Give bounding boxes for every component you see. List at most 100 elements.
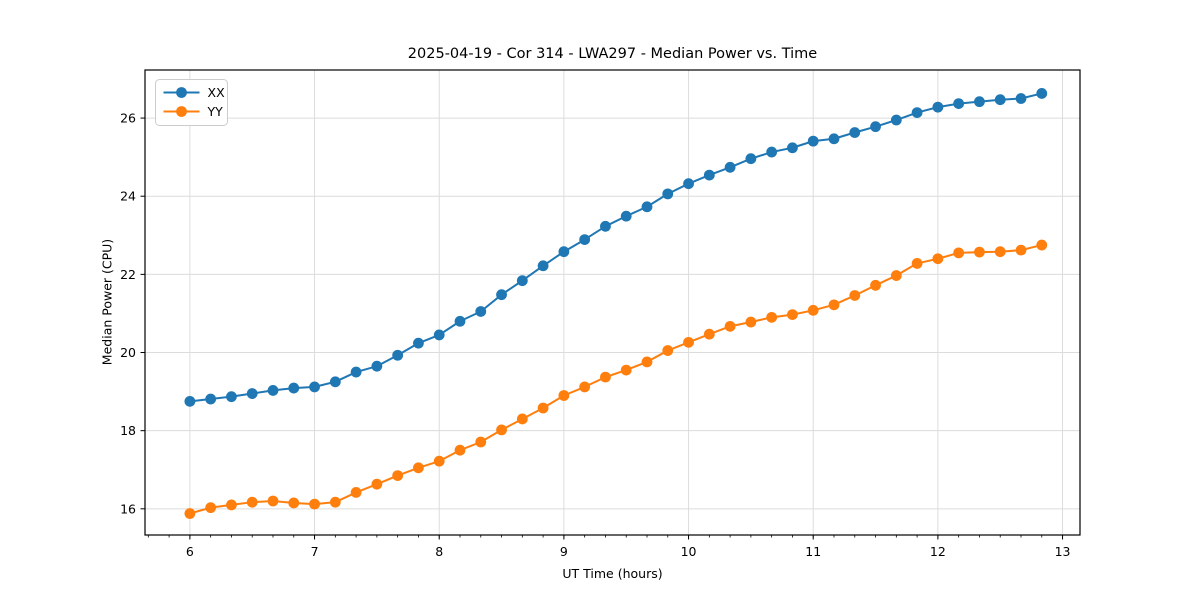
series-yy-marker xyxy=(974,246,985,258)
series-yy-marker xyxy=(1015,244,1027,256)
series-xx-marker xyxy=(911,107,923,118)
series-yy-marker xyxy=(807,304,819,316)
series-xx-marker xyxy=(184,395,196,407)
series-xx-marker xyxy=(267,385,279,396)
series-yy-marker xyxy=(475,436,487,448)
series-yy-marker xyxy=(932,253,944,265)
series-xx-marker xyxy=(579,234,591,245)
series-xx-marker xyxy=(662,188,674,200)
series-yy-marker xyxy=(787,309,798,321)
plot-frame xyxy=(144,69,1081,536)
series-xx-marker xyxy=(246,388,258,399)
legend xyxy=(155,79,228,126)
series-yy-marker xyxy=(1036,239,1048,251)
x-tick-label: 11 xyxy=(805,544,821,559)
y-tick-label: 24 xyxy=(120,189,136,204)
series-xx-marker xyxy=(1015,93,1027,104)
series-xx-marker xyxy=(849,127,861,138)
series-xx-marker xyxy=(205,393,217,405)
series-yy-marker xyxy=(849,290,861,301)
series-xx-marker xyxy=(703,169,715,181)
legend-label-yy: YY xyxy=(207,104,224,119)
x-tick-label: 9 xyxy=(560,544,568,559)
series-xx-marker xyxy=(932,101,944,113)
series-yy-marker xyxy=(516,413,528,425)
series-yy-marker xyxy=(600,371,611,383)
x-tick-label: 6 xyxy=(186,544,194,559)
plot-background xyxy=(145,70,1080,535)
series-yy-marker xyxy=(454,444,466,456)
series-xx-marker xyxy=(724,161,736,173)
series-xx-marker xyxy=(683,178,694,190)
series-xx-marker xyxy=(496,289,507,301)
series-xx-marker xyxy=(994,94,1006,106)
y-tick-label: 16 xyxy=(120,501,136,516)
series-xx-marker xyxy=(392,349,404,361)
series-yy-marker xyxy=(890,270,902,281)
chart-title: 2025-04-19 - Cor 314 - LWA297 - Median P… xyxy=(407,46,818,62)
series-yy-marker xyxy=(371,478,383,490)
series-yy-marker xyxy=(724,320,736,332)
series-yy-marker xyxy=(579,381,591,393)
x-axis-label: UT Time (hours) xyxy=(562,566,663,581)
series-yy-marker xyxy=(350,487,362,498)
series-xx-marker xyxy=(433,329,445,341)
x-tick-label: 7 xyxy=(311,544,319,559)
series-yy-marker xyxy=(953,247,965,259)
series-yy-marker xyxy=(766,311,778,323)
series-xx-marker xyxy=(953,98,965,110)
series-xx-marker xyxy=(558,246,570,258)
series-xx-marker xyxy=(620,210,632,222)
y-axis-label: Median Power (CPU) xyxy=(99,238,115,366)
series-xx-marker xyxy=(475,306,487,317)
series-yy-marker xyxy=(994,246,1006,258)
series-xx-marker xyxy=(600,220,611,232)
series-xx-marker xyxy=(371,360,383,372)
series-yy-marker xyxy=(683,336,694,348)
series-yy-marker xyxy=(870,279,881,291)
series-xx-marker xyxy=(766,146,778,158)
y-tick-label: 22 xyxy=(120,267,136,282)
series-yy-marker xyxy=(911,258,923,269)
series-yy-marker xyxy=(205,502,217,514)
series-yy-marker xyxy=(288,497,300,509)
y-tick-label: 26 xyxy=(120,111,136,126)
series-xx-marker xyxy=(288,382,300,394)
series-yy-marker xyxy=(246,496,258,508)
series-xx-marker xyxy=(807,135,819,147)
series-yy-marker xyxy=(828,299,840,311)
x-tick-label: 8 xyxy=(435,544,443,559)
series-xx-marker xyxy=(350,366,362,378)
series-yy-marker xyxy=(558,390,570,401)
series-xx-marker xyxy=(516,275,528,287)
series-yy-marker xyxy=(413,462,424,474)
series-yy-marker xyxy=(745,316,757,328)
series-yy-marker xyxy=(309,498,320,510)
series-xx-marker xyxy=(787,142,798,154)
series-yy-marker xyxy=(496,424,507,436)
series-xx-marker xyxy=(413,337,424,349)
series-xx-marker xyxy=(745,153,757,165)
series-xx-marker xyxy=(537,260,549,272)
series-xx-marker xyxy=(974,96,985,108)
x-tick-label: 10 xyxy=(681,544,697,559)
series-yy-marker xyxy=(392,470,404,482)
series-xx-marker xyxy=(309,381,320,393)
legend-swatch-marker-yy xyxy=(176,106,187,117)
series-xx-marker xyxy=(828,133,840,145)
x-tick-label: 13 xyxy=(1055,544,1071,559)
series-yy-marker xyxy=(537,402,549,414)
series-yy-marker xyxy=(662,345,674,356)
series-yy-marker xyxy=(641,356,653,368)
series-xx-marker xyxy=(454,315,466,327)
series-xx-marker xyxy=(890,114,902,126)
legend-label-xx: XX xyxy=(208,85,226,100)
series-yy-marker xyxy=(620,364,632,376)
y-tick-label: 18 xyxy=(120,423,136,438)
series-yy-marker xyxy=(329,496,341,508)
series-xx-marker xyxy=(870,121,881,133)
legend-swatch-marker-xx xyxy=(176,87,187,98)
series-xx-marker xyxy=(641,201,653,213)
series-xx-marker xyxy=(329,376,341,388)
